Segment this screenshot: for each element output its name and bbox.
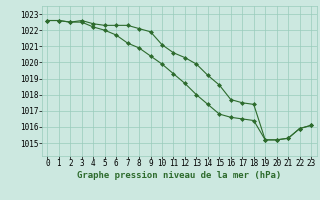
X-axis label: Graphe pression niveau de la mer (hPa): Graphe pression niveau de la mer (hPa) — [77, 171, 281, 180]
